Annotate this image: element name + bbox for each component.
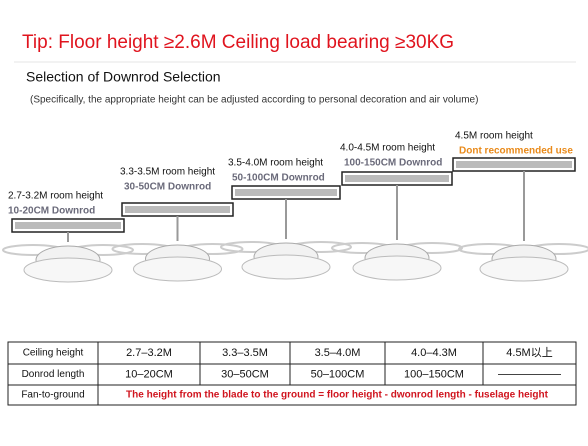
cell: 3.3–3.5M [222,347,268,359]
downrod: 100-150CM Downrod [344,158,442,169]
cell: 3.5–4.0M [315,347,361,359]
fan-light [352,255,442,281]
room-height: 2.7-3.2M room height [8,191,103,202]
table: Ceiling height 2.7–3.2M 3.3–3.5M 3.5–4.0M 4.… [7,341,577,406]
ceiling-inner [345,175,449,182]
cell: 10–20CM [125,368,173,380]
room-height: 4.5M room height [455,131,533,142]
ceiling-inner [125,206,230,213]
downrod: Dont recommended use [459,146,573,157]
downrod: 50-100CM Downrod [232,173,325,184]
downrod: 30-50CM Downrod [124,182,211,193]
cell: 2.7–3.2M [126,347,172,359]
table-row [7,341,577,365]
cell: 50–100CM [311,368,365,380]
table-row [7,363,577,386]
fan-light [133,256,222,282]
cell: 100–150CM [404,368,464,380]
ceiling-inner [456,161,572,168]
fan-light [479,256,569,282]
formula: The height from the blade to the ground … [126,390,549,401]
downrod: 10-20CM Downrod [8,206,95,217]
heading: Selection of Downrod Selection [26,69,221,85]
tip-title: Tip: Floor height ≥2.6M Ceiling load bea… [22,32,454,53]
fan-light [23,257,113,283]
steps: 2.7-3.2M room height 10-20CM Downrod 3.3-3… [2,131,588,283]
room-height: 3.3-3.5M room height [120,167,215,178]
cell: 4.0–4.3M [411,347,457,359]
row-label: Ceiling height [23,348,84,359]
room-height: 4.0-4.5M room height [340,143,435,154]
room-height: 3.5-4.0M room height [228,158,323,169]
row-label: Fan-to-ground [21,390,84,401]
fan-light [241,254,331,280]
cell: 4.5M以上 [506,346,552,359]
ceiling-inner [235,189,337,196]
note: (Specifically, the appropriate height ca… [30,95,478,106]
cell: 30–50CM [221,368,269,380]
ceiling-inner [15,222,121,229]
row-label: Donrod length [22,369,85,380]
table-row [7,384,577,406]
